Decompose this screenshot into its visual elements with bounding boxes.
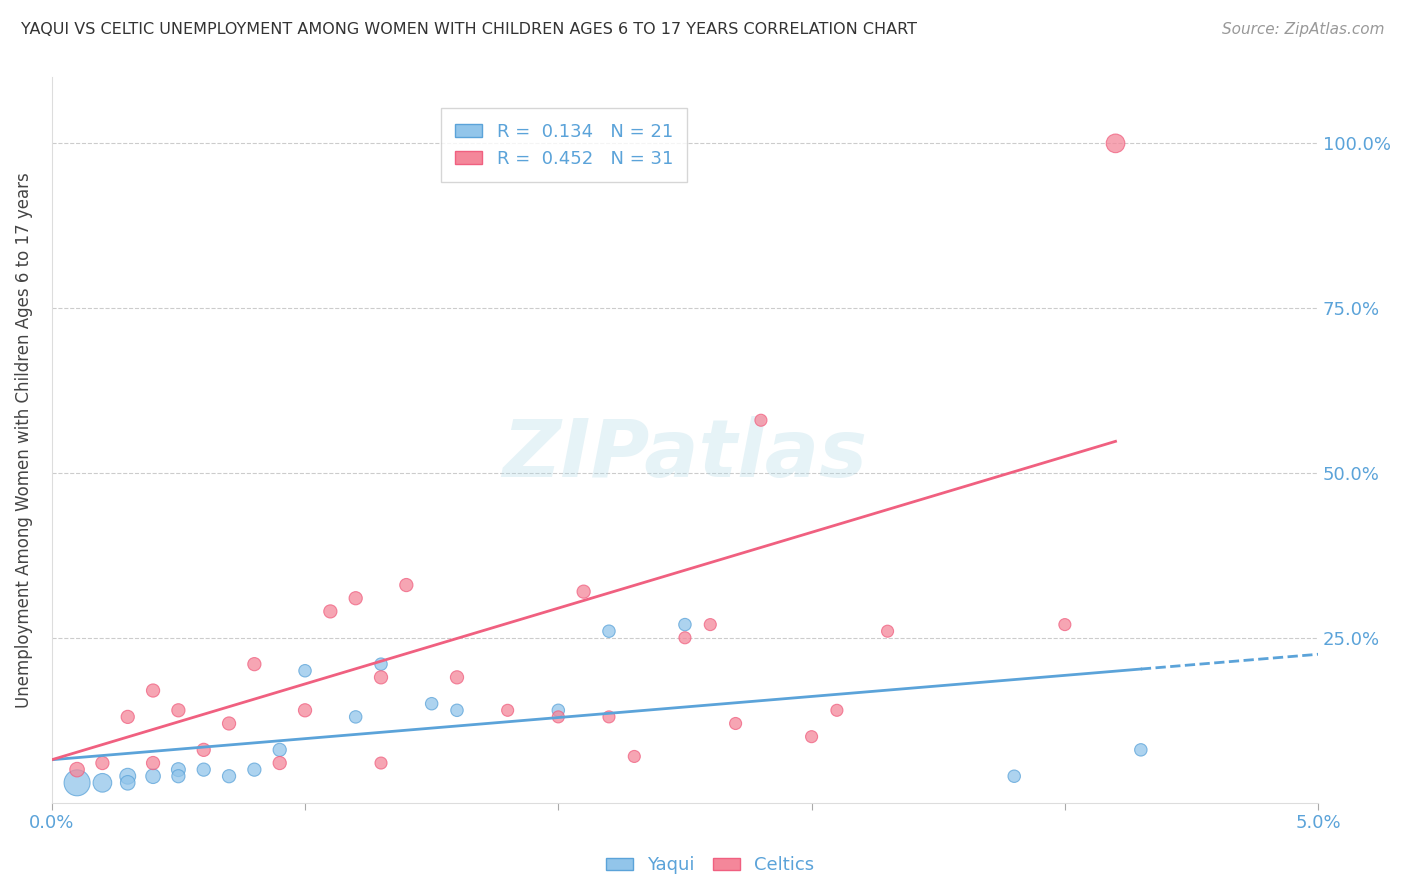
Point bbox=[496, 703, 519, 717]
Point bbox=[91, 776, 114, 790]
Point bbox=[749, 413, 772, 427]
Point bbox=[547, 710, 569, 724]
Point bbox=[547, 703, 569, 717]
Y-axis label: Unemployment Among Women with Children Ages 6 to 17 years: Unemployment Among Women with Children A… bbox=[15, 172, 32, 708]
Point bbox=[395, 578, 418, 592]
Point bbox=[91, 756, 114, 770]
Point bbox=[446, 703, 468, 717]
Point bbox=[623, 749, 645, 764]
Point bbox=[1129, 743, 1152, 757]
Point bbox=[142, 769, 165, 783]
Point bbox=[167, 769, 190, 783]
Point bbox=[673, 631, 696, 645]
Point bbox=[193, 763, 215, 777]
Point bbox=[142, 756, 165, 770]
Text: YAQUI VS CELTIC UNEMPLOYMENT AMONG WOMEN WITH CHILDREN AGES 6 TO 17 YEARS CORREL: YAQUI VS CELTIC UNEMPLOYMENT AMONG WOMEN… bbox=[21, 22, 917, 37]
Legend: Yaqui, Celtics: Yaqui, Celtics bbox=[599, 849, 821, 881]
Point bbox=[876, 624, 898, 639]
Point bbox=[598, 710, 620, 724]
Point bbox=[218, 769, 240, 783]
Point bbox=[294, 703, 316, 717]
Point bbox=[1002, 769, 1025, 783]
Text: Source: ZipAtlas.com: Source: ZipAtlas.com bbox=[1222, 22, 1385, 37]
Point bbox=[724, 716, 747, 731]
Point bbox=[673, 617, 696, 632]
Text: ZIPatlas: ZIPatlas bbox=[502, 416, 868, 493]
Point bbox=[243, 657, 266, 672]
Point bbox=[294, 664, 316, 678]
Point bbox=[269, 756, 291, 770]
Point bbox=[117, 769, 139, 783]
Point bbox=[117, 776, 139, 790]
Point bbox=[66, 763, 89, 777]
Point bbox=[420, 697, 443, 711]
Point bbox=[193, 743, 215, 757]
Point bbox=[370, 756, 392, 770]
Point bbox=[446, 670, 468, 684]
Point bbox=[117, 710, 139, 724]
Point bbox=[370, 657, 392, 672]
Point bbox=[218, 716, 240, 731]
Point bbox=[344, 710, 367, 724]
Point bbox=[243, 763, 266, 777]
Point bbox=[800, 730, 823, 744]
Point bbox=[370, 670, 392, 684]
Point bbox=[269, 743, 291, 757]
Point bbox=[1104, 136, 1126, 151]
Point bbox=[825, 703, 848, 717]
Point bbox=[66, 776, 89, 790]
Point bbox=[598, 624, 620, 639]
Point bbox=[344, 591, 367, 606]
Point bbox=[319, 604, 342, 618]
Point bbox=[142, 683, 165, 698]
Point bbox=[1053, 617, 1076, 632]
Point bbox=[572, 584, 595, 599]
Point bbox=[699, 617, 721, 632]
Legend: R =  0.134   N = 21, R =  0.452   N = 31: R = 0.134 N = 21, R = 0.452 N = 31 bbox=[440, 108, 688, 182]
Point bbox=[167, 763, 190, 777]
Point bbox=[167, 703, 190, 717]
